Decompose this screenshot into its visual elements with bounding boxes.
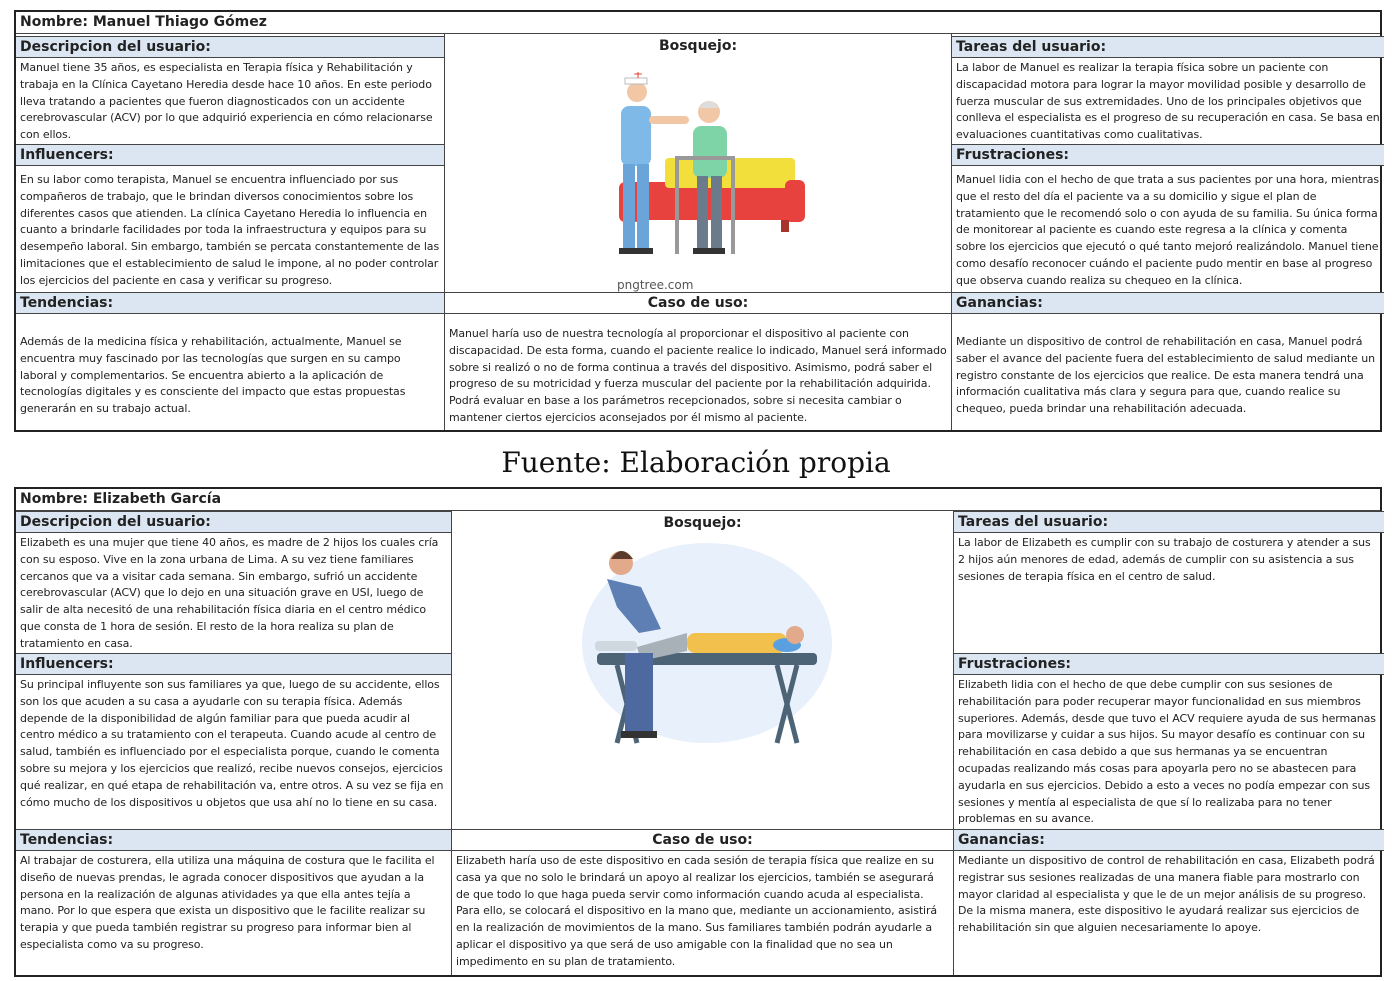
- figure-caption: Fuente: Elaboración propia: [501, 446, 891, 479]
- persona-card-manuel: Nombre: Manuel Thiago Gómez Descripcion …: [14, 10, 1384, 432]
- therapy-session-illustration: [582, 543, 832, 744]
- right-column: Tareas del usuario: La labor de Elizabet…: [954, 511, 1384, 975]
- header-tareas: Tareas del usuario:: [952, 36, 1384, 58]
- middle-column: Bosquejo: Caso de uso: Elizabeth ha: [451, 511, 954, 975]
- text-ganancias: Mediante un dispositivo de control de re…: [958, 854, 1375, 935]
- text-ganancias: Mediante un dispositivo de control de re…: [956, 335, 1375, 416]
- header-caso: Caso de uso:: [452, 829, 953, 851]
- header-bosquejo: Bosquejo:: [452, 513, 953, 535]
- header-ganancias: Ganancias:: [952, 292, 1384, 314]
- text-influencers: En su labor como terapista, Manuel se en…: [20, 173, 440, 287]
- text-frustraciones: Elizabeth lidia con el hecho de que debe…: [958, 678, 1376, 826]
- header-tareas: Tareas del usuario:: [954, 511, 1384, 533]
- header-descripcion: Descripcion del usuario:: [16, 511, 451, 533]
- text-tendencias: Además de la medicina física y rehabilit…: [20, 335, 406, 416]
- header-frustraciones: Frustraciones:: [952, 144, 1384, 166]
- text-tendencias: Al trabajar de costurera, ella utiliza u…: [20, 854, 435, 951]
- watermark: pngtree.com: [617, 278, 694, 292]
- therapist-patient-illustration: +: [619, 72, 805, 254]
- text-frustraciones: Manuel lidia con el hecho de que trata a…: [956, 173, 1380, 287]
- left-column: Descripcion del usuario: Manuel tiene 35…: [16, 34, 444, 430]
- text-caso: Elizabeth haría uso de este dispositivo …: [456, 854, 938, 968]
- text-descripcion: Elizabeth es una mujer que tiene 40 años…: [20, 536, 439, 650]
- header-descripcion: Descripcion del usuario:: [16, 36, 444, 58]
- middle-column: Bosquejo: +: [444, 34, 952, 430]
- persona-name: Nombre: Elizabeth García: [16, 489, 1380, 511]
- text-influencers: Su principal influyente son sus familiar…: [20, 678, 444, 809]
- header-frustraciones: Frustraciones:: [954, 653, 1384, 675]
- header-influencers: Influencers:: [16, 653, 451, 675]
- text-tareas: La labor de Elizabeth es cumplir con su …: [958, 536, 1371, 583]
- header-bosquejo: Bosquejo:: [445, 36, 951, 58]
- header-tendencias: Tendencias:: [16, 292, 444, 314]
- right-column: Tareas del usuario: La labor de Manuel e…: [952, 34, 1384, 430]
- header-ganancias: Ganancias:: [954, 829, 1384, 851]
- svg-text:+: +: [633, 72, 643, 81]
- left-column: Descripcion del usuario: Elizabeth es un…: [16, 511, 451, 975]
- persona-name: Nombre: Manuel Thiago Gómez: [16, 12, 1380, 34]
- text-descripcion: Manuel tiene 35 años, es especialista en…: [20, 61, 433, 142]
- text-tareas: La labor de Manuel es realizar la terapi…: [956, 61, 1380, 142]
- persona-card-elizabeth: Nombre: Elizabeth García Descripcion del…: [14, 487, 1384, 977]
- header-tendencias: Tendencias:: [16, 829, 451, 851]
- text-caso: Manuel haría uso de nuestra tecnología a…: [449, 327, 947, 424]
- header-influencers: Influencers:: [16, 144, 444, 166]
- header-caso: Caso de uso:: [445, 292, 951, 314]
